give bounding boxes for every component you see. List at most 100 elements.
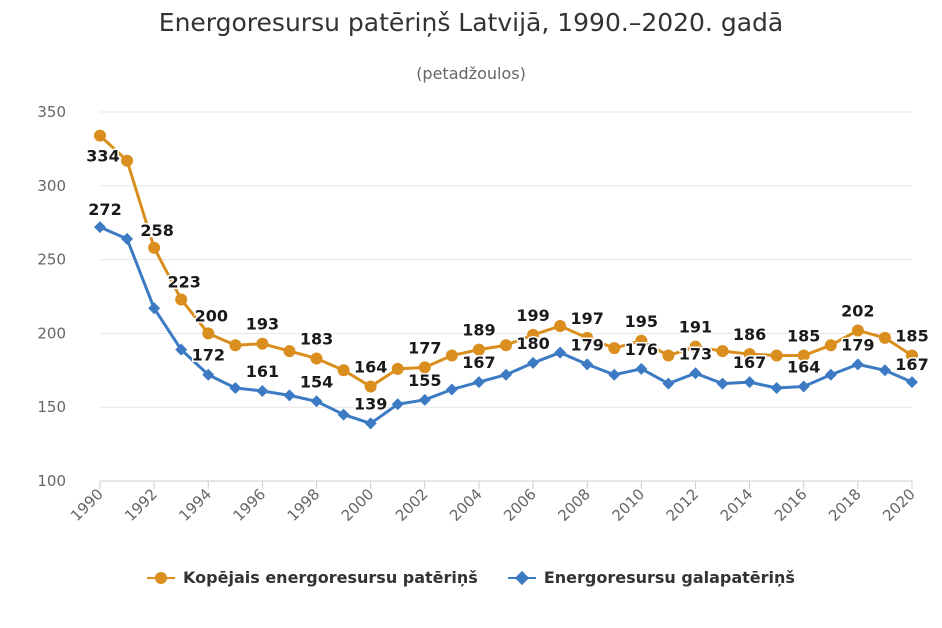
data-point: [121, 232, 134, 245]
data-label: 180: [516, 334, 549, 353]
data-label: 199: [516, 306, 549, 325]
x-tick-label: 1994: [175, 485, 215, 525]
data-point: [878, 364, 891, 377]
data-point: [906, 376, 918, 389]
data-point: [391, 362, 404, 375]
x-tick-label: 2018: [825, 485, 865, 525]
circle-marker-icon: [147, 571, 176, 585]
data-point: [94, 221, 106, 234]
data-point: [148, 241, 161, 254]
data-point: [851, 358, 864, 371]
data-point: [337, 408, 350, 421]
data-point: [770, 382, 783, 395]
data-point: [202, 327, 215, 340]
data-point: [148, 302, 161, 315]
data-point: [797, 349, 810, 362]
x-tick-label: 1996: [229, 485, 269, 525]
x-tick-label: 2020: [879, 485, 919, 525]
data-label: 179: [570, 335, 603, 354]
data-point: [689, 367, 702, 380]
data-label: 258: [140, 221, 173, 240]
legend-label-total: Kopējais energoresursu patēriņš: [183, 568, 478, 587]
data-point: [797, 380, 810, 393]
chart-subtitle: (petadžoulos): [416, 64, 526, 83]
x-tick-label: 2000: [338, 485, 378, 525]
data-label: 193: [246, 315, 279, 334]
data-label: 189: [462, 321, 495, 340]
y-tick-label: 200: [37, 324, 66, 342]
data-point: [310, 352, 323, 365]
data-point: [554, 320, 567, 333]
legend-item-total[interactable]: Kopējais energoresursu patēriņš: [147, 568, 478, 587]
data-label: 186: [733, 325, 766, 344]
data-point: [445, 349, 458, 362]
data-point: [94, 129, 106, 142]
data-point: [662, 349, 675, 362]
data-point: [635, 362, 648, 375]
data-point: [608, 368, 621, 381]
data-label: 185: [895, 327, 928, 346]
data-label: 191: [679, 318, 712, 337]
data-point: [229, 339, 242, 352]
data-point: [283, 389, 296, 402]
y-tick-label: 300: [37, 177, 66, 195]
data-point: [391, 398, 404, 411]
chart-legend: Kopējais energoresursu patēriņš Energore…: [0, 568, 942, 587]
data-point: [527, 328, 540, 341]
data-point: [500, 339, 512, 352]
data-point: [743, 376, 756, 389]
data-label: 161: [246, 362, 279, 381]
data-point: [283, 345, 296, 358]
x-tick-label: 2014: [717, 485, 757, 525]
data-point: [770, 349, 783, 362]
data-point: [445, 383, 458, 396]
data-point: [554, 346, 567, 359]
data-point: [581, 358, 594, 371]
data-label: 200: [195, 306, 228, 325]
data-point: [337, 364, 350, 377]
data-point: [662, 377, 675, 390]
data-point: [472, 376, 485, 389]
data-point: [418, 393, 431, 406]
data-point: [472, 343, 485, 356]
data-point: [608, 342, 621, 355]
data-point: [906, 349, 918, 362]
data-label: 195: [625, 312, 658, 331]
data-point: [310, 395, 323, 408]
y-tick-label: 350: [37, 103, 66, 121]
data-label: 179: [841, 335, 874, 354]
y-tick-label: 250: [37, 251, 66, 269]
data-label: 167: [733, 353, 766, 372]
data-label: 167: [462, 353, 495, 372]
data-label: 155: [408, 371, 441, 390]
data-point: [581, 331, 594, 344]
data-point: [418, 361, 431, 374]
data-label: 202: [841, 301, 874, 320]
data-label: 185: [787, 327, 820, 346]
legend-item-final[interactable]: Energoresursu galapatēriņš: [507, 568, 795, 587]
y-tick-label: 150: [37, 398, 66, 416]
data-point: [689, 340, 702, 353]
data-point: [716, 345, 729, 358]
data-point: [202, 368, 215, 381]
data-label: 334: [86, 147, 119, 166]
x-tick-label: 2016: [771, 485, 811, 525]
x-tick-label: 1990: [67, 485, 107, 525]
data-point: [500, 368, 512, 381]
data-label: 164: [354, 358, 387, 377]
data-point: [635, 334, 648, 347]
x-tick-label: 2002: [392, 485, 432, 525]
data-label: 177: [408, 338, 441, 357]
data-point: [175, 343, 188, 356]
diamond-marker-icon: [507, 571, 536, 585]
data-point: [364, 417, 377, 430]
data-point: [878, 331, 891, 344]
x-tick-label: 2012: [663, 485, 703, 525]
data-label: 197: [570, 309, 603, 328]
data-label: 139: [354, 394, 387, 413]
data-point: [527, 356, 540, 369]
data-label: 176: [625, 340, 658, 359]
data-point: [824, 368, 837, 381]
data-label: 154: [300, 372, 333, 391]
data-point: [121, 154, 134, 167]
